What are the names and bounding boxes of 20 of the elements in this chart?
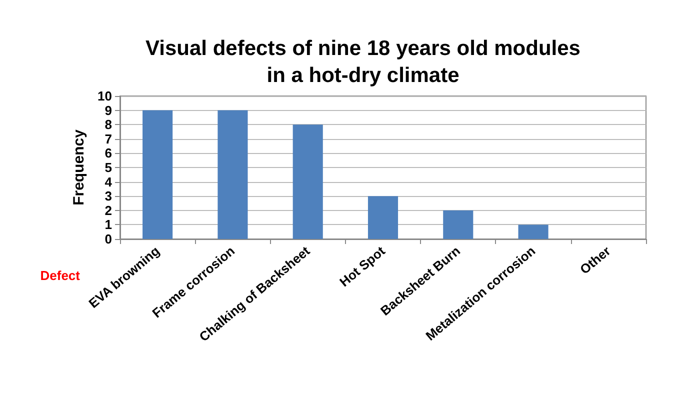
y-tick-label: 4 [104,174,113,190]
bar [368,196,398,239]
bar [218,110,248,239]
y-tick-label: 9 [104,102,112,118]
y-tick-label: 0 [104,232,112,246]
bar [443,210,474,239]
bar [142,110,173,239]
y-axis-title: Frequency [70,128,88,206]
y-tick-label: 1 [104,217,112,232]
y-tick-label: 3 [104,188,112,204]
y-tick-label: 6 [104,146,112,161]
bar [518,224,548,239]
bar [292,124,323,239]
y-tick-label: 8 [104,117,112,132]
y-tick-label: 7 [104,131,112,146]
y-tick-label: 10 [98,88,112,104]
x-axis-title: Defect [40,268,81,283]
y-tick-label: 5 [104,160,112,175]
chart-title: Visual defects of nine 18 years old modules in a hot-dry climate [146,37,580,87]
y-tick-label: 2 [104,202,112,218]
